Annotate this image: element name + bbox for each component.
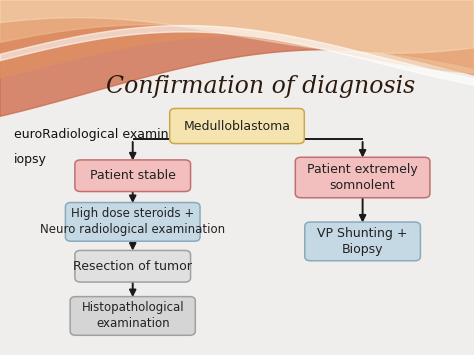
Text: Histopathological
examination: Histopathological examination <box>82 301 184 331</box>
FancyBboxPatch shape <box>305 222 420 261</box>
Text: High dose steroids +
Neuro radiological examination: High dose steroids + Neuro radiological … <box>40 207 225 236</box>
FancyBboxPatch shape <box>295 157 430 198</box>
FancyBboxPatch shape <box>75 160 191 191</box>
Text: Patient extremely
somnolent: Patient extremely somnolent <box>307 163 418 192</box>
FancyBboxPatch shape <box>75 251 191 282</box>
FancyBboxPatch shape <box>65 202 200 241</box>
Text: VP Shunting +
Biopsy: VP Shunting + Biopsy <box>318 227 408 256</box>
Text: Confirmation of diagnosis: Confirmation of diagnosis <box>106 76 415 98</box>
Text: Patient stable: Patient stable <box>90 169 176 182</box>
Text: Resection of tumor: Resection of tumor <box>73 260 192 273</box>
FancyBboxPatch shape <box>170 108 304 143</box>
Text: Medulloblastoma: Medulloblastoma <box>183 120 291 132</box>
Text: euroRadiological examination: euroRadiological examination <box>14 129 201 141</box>
Text: iopsy: iopsy <box>14 153 47 166</box>
FancyBboxPatch shape <box>70 296 195 335</box>
